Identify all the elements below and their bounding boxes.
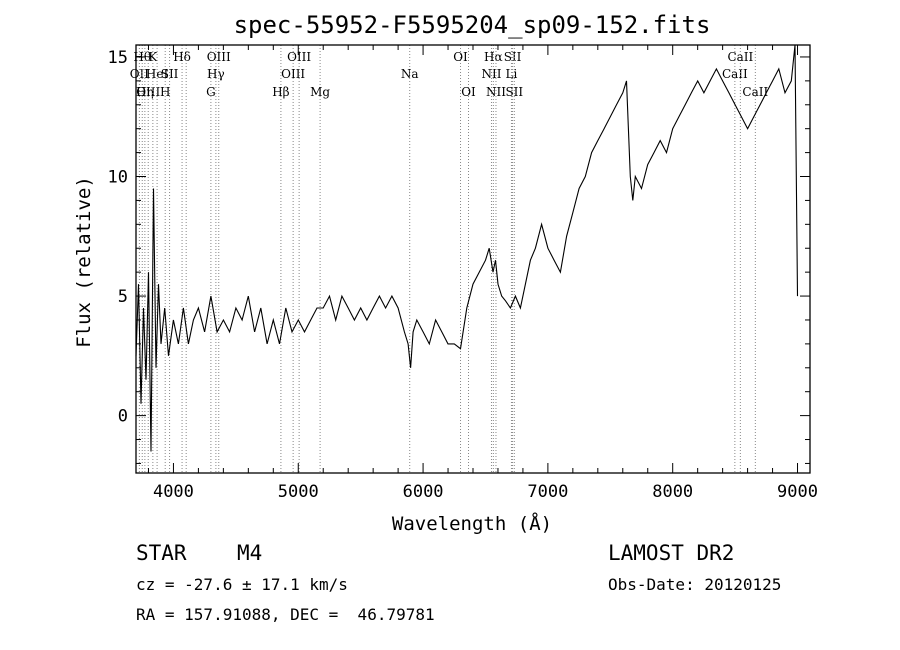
spectral-line-label: OIII: [136, 85, 160, 99]
x-tick-label: 8000: [652, 482, 693, 502]
x-tick-label: 7000: [527, 482, 568, 502]
spectral-line-label: NII: [486, 85, 506, 99]
survey-name: LAMOST DR2: [608, 541, 735, 565]
spectral-line-label: OIII: [281, 67, 305, 81]
spectral-line-label: Hγ: [207, 67, 225, 81]
spectral-line-label: OIII: [207, 50, 231, 64]
spectral-line-label: Hη: [136, 85, 154, 99]
spectral-line-label: HeI: [146, 67, 169, 81]
x-tick-label: 9000: [777, 482, 818, 502]
spectral-line-markers: OIIHθHηOIIIKHeIHSIIHδGHγOIIIHβOIIIOIIIMg…: [130, 45, 768, 473]
spectral-line-label: G: [206, 85, 216, 99]
spectral-line-label: Na: [401, 67, 419, 81]
spectral-line-label: NII: [481, 67, 501, 81]
axis-ticks: 4000 5000 6000 7000 8000 9000 0 5 10 15: [108, 45, 818, 502]
y-tick-label: 5: [118, 287, 128, 307]
spectral-line-label: H: [160, 85, 170, 99]
observation-date: Obs-Date: 20120125: [608, 575, 782, 594]
object-class: STAR: [136, 541, 187, 565]
spectral-line-label: K: [148, 50, 158, 64]
redshift-readout: cz = -27.6 ± 17.1 km/s: [136, 575, 348, 594]
x-tick-label: 6000: [403, 482, 444, 502]
spectral-line-label: OIII: [287, 50, 311, 64]
coordinates-readout: RA = 157.91088, DEC = 46.79781: [136, 605, 435, 624]
spectral-line-label: Li: [506, 67, 518, 81]
spectral-line-label: SII: [161, 67, 179, 81]
spectral-line-label: Hβ: [272, 85, 289, 99]
plot-frame: [135, 44, 811, 474]
spectrum-series-line: [135, 44, 799, 452]
spectral-line-label: OI: [453, 50, 468, 64]
x-tick-label: 4000: [153, 482, 194, 502]
spectral-line-label: OI: [461, 85, 476, 99]
y-tick-label: 10: [108, 168, 128, 188]
spectral-line-label: SII: [505, 85, 523, 99]
spectral-line-label: OII: [130, 67, 150, 81]
y-tick-label: 15: [108, 48, 128, 68]
object-subclass: M4: [237, 541, 263, 565]
x-tick-label: 5000: [278, 482, 319, 502]
spectral-line-label: Hα: [484, 50, 503, 64]
spectral-line-label: CaII: [722, 67, 748, 81]
chart-title: spec-55952-F5595204_sp09-152.fits: [234, 11, 711, 39]
y-axis-label: Flux (relative): [73, 176, 95, 348]
spectral-line-label: CaII: [742, 85, 768, 99]
y-tick-label: 0: [118, 407, 128, 427]
spectral-line-label: CaII: [727, 50, 753, 64]
spectral-line-label: Mg: [310, 85, 330, 99]
spectral-line-label: SII: [504, 50, 522, 64]
x-axis-label: Wavelength (Å): [392, 512, 552, 535]
spectral-line-label: Hδ: [173, 50, 191, 64]
